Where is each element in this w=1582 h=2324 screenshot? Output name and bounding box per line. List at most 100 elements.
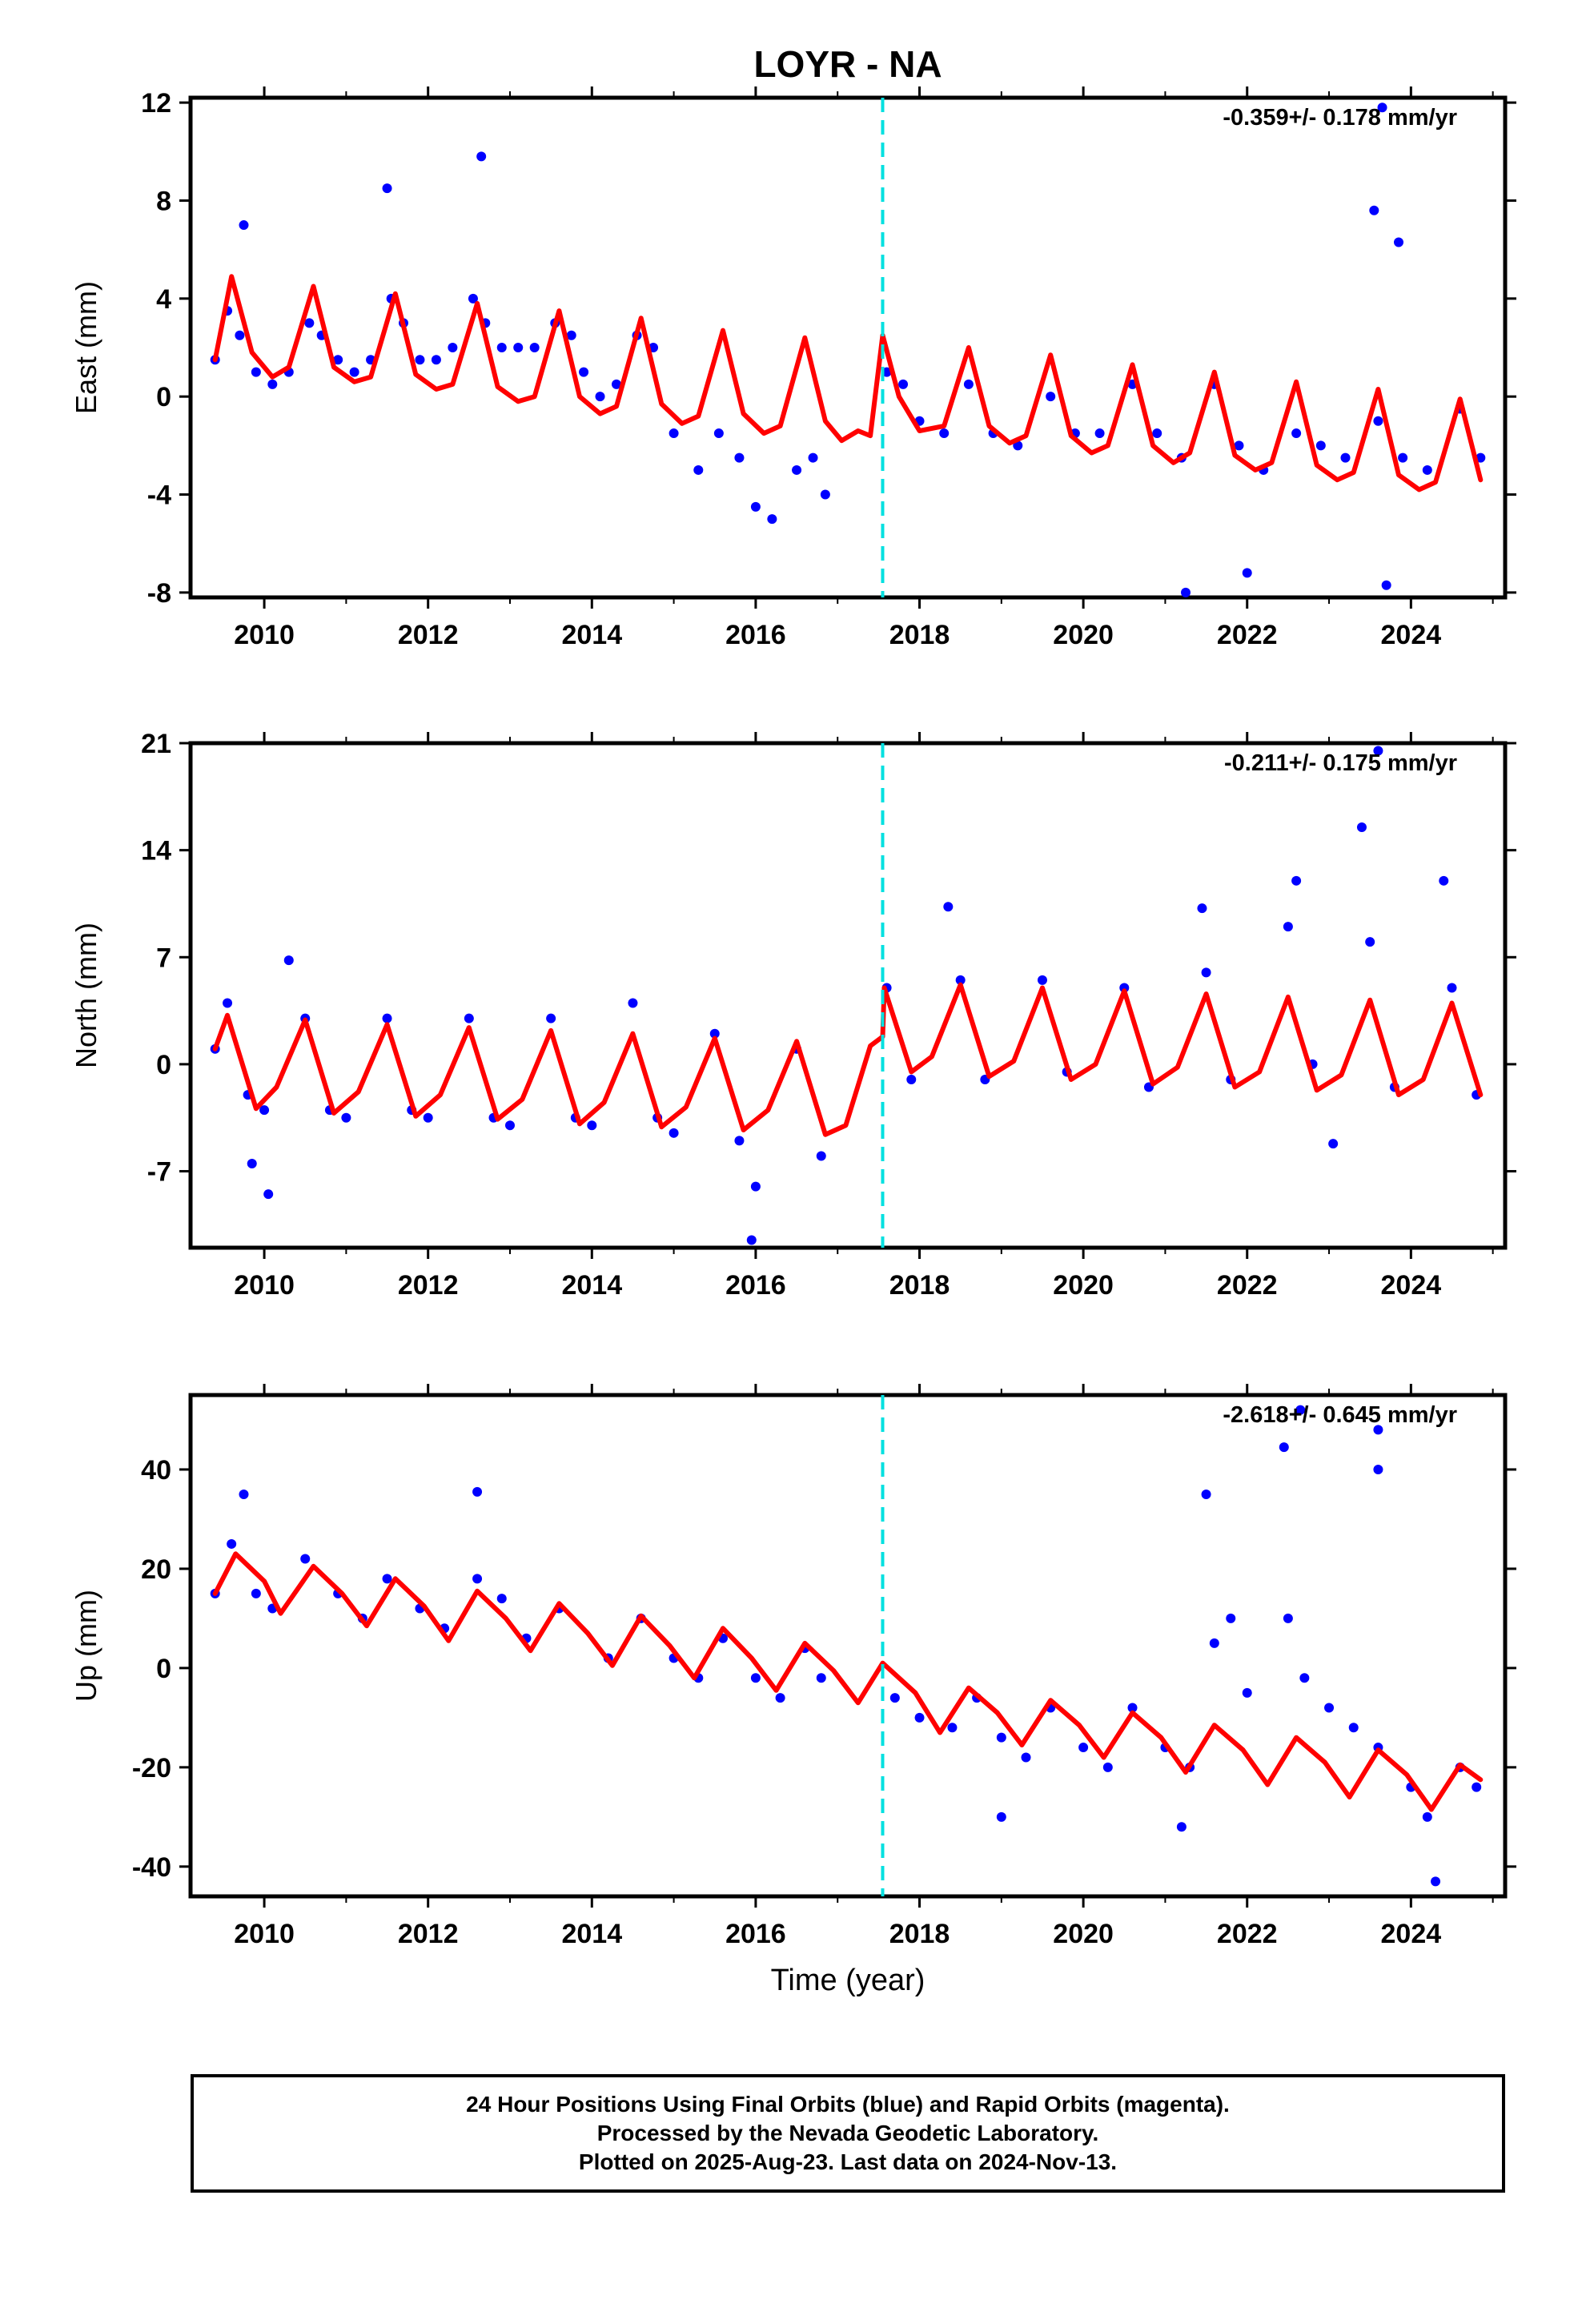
east-model-curve [212, 274, 1484, 493]
north-x-tick-label: 2010 [234, 1270, 295, 1301]
north-data-point [1439, 875, 1449, 886]
east-data-point [1476, 452, 1486, 463]
east-data-point [820, 489, 830, 500]
up-data-point [1021, 1752, 1031, 1763]
up-data-point [996, 1811, 1006, 1822]
caption-line-3: Plotted on 2025-Aug-23. Last data on 202… [578, 2149, 1118, 2174]
east-data-point [693, 464, 704, 475]
east-data-point [239, 220, 249, 231]
east-data-point [349, 367, 359, 377]
north-data-point [1119, 983, 1130, 993]
up-data-point [816, 1673, 826, 1683]
north-y-tick-label: -7 [147, 1157, 171, 1188]
up-data-point [1102, 1762, 1113, 1772]
north-data-point [906, 1075, 917, 1084]
east-data-point [767, 514, 777, 525]
up-data-point [775, 1693, 785, 1703]
east-data-point [476, 151, 487, 162]
north-data-point [341, 1112, 351, 1123]
east-data-point [1369, 205, 1379, 215]
east-data-point [734, 452, 745, 463]
north-data-point [263, 1189, 274, 1200]
north-data-point [709, 1028, 720, 1039]
panel-north: 2010 2012 2014 2016 2018 2020 2022 2024 -7 0 7 14 21… [70, 729, 1516, 1301]
north-data-point [247, 1159, 257, 1168]
north-data-point [259, 1105, 270, 1116]
north-data-layer [210, 746, 1484, 1245]
east-data-point [1394, 237, 1404, 247]
up-data-point [1078, 1743, 1089, 1753]
east-data-point [808, 452, 818, 463]
east-data-point [1152, 428, 1162, 439]
east-data-point [669, 428, 679, 439]
north-data-point [1328, 1139, 1339, 1149]
up-data-point [1226, 1613, 1236, 1623]
up-data-point [1176, 1822, 1186, 1832]
up-x-tick-label: 2016 [725, 1919, 786, 1949]
up-data-point [1295, 1405, 1306, 1415]
east-data-point [431, 355, 441, 365]
up-data-point [1279, 1442, 1289, 1453]
east-x-tick-label: 2014 [561, 620, 622, 650]
north-x-tick-label: 2020 [1053, 1270, 1114, 1301]
east-y-tick-label: -8 [147, 578, 171, 609]
east-data-point [235, 330, 245, 340]
north-x-tick-label: 2016 [725, 1270, 786, 1301]
up-data-point [1324, 1703, 1335, 1713]
up-data-point [251, 1588, 261, 1598]
up-y-tick-label: 0 [156, 1654, 171, 1684]
north-data-point [1291, 875, 1302, 886]
up-plot-frame [188, 1393, 1508, 1899]
east-x-tick-label: 2010 [234, 620, 295, 650]
east-x-tick-label: 2020 [1053, 620, 1114, 650]
up-data-point [1348, 1723, 1359, 1733]
chart-title: LOYR - NA [753, 43, 942, 85]
north-rate-label: -0.211+/- 0.175 mm/yr [1224, 750, 1457, 776]
east-data-point [1340, 452, 1351, 463]
east-data-point [566, 330, 576, 340]
east-data-layer [210, 103, 1486, 597]
north-data-point [1201, 967, 1211, 978]
east-data-point [1234, 440, 1244, 451]
up-y-tick-label: 40 [141, 1455, 171, 1486]
east-x-tick-label: 2024 [1381, 620, 1442, 650]
east-x-tick-label: 2018 [889, 620, 950, 650]
north-y-axis-label: North (mm) [70, 923, 102, 1068]
north-data-point [382, 1013, 392, 1023]
north-x-tick-label: 2014 [561, 1270, 622, 1301]
up-data-point [750, 1673, 761, 1683]
north-data-point [746, 1235, 757, 1245]
north-x-tick-label: 2024 [1381, 1270, 1442, 1301]
east-data-point [939, 428, 950, 439]
north-data-point [750, 1181, 761, 1192]
east-data-point [1094, 428, 1105, 439]
north-x-tick-label: 2022 [1217, 1270, 1278, 1301]
east-data-point [579, 367, 589, 377]
up-data-point [1127, 1703, 1138, 1713]
east-data-point [1046, 392, 1056, 402]
east-data-point [898, 379, 909, 389]
east-data-point [468, 293, 478, 304]
east-data-point [513, 343, 524, 352]
north-data-point [1373, 746, 1383, 756]
north-data-point [943, 902, 954, 912]
east-data-point [304, 318, 315, 328]
up-data-point [227, 1538, 237, 1549]
north-data-point [1283, 922, 1293, 932]
up-data-point [889, 1693, 900, 1703]
east-data-point [1398, 452, 1408, 463]
east-data-point [415, 355, 425, 365]
x-axis-label: Time (year) [771, 1964, 926, 1997]
up-data-point [1299, 1673, 1310, 1683]
up-data-point [1373, 1425, 1383, 1435]
east-data-point [713, 428, 724, 439]
east-y-axis-label: East (mm) [70, 281, 102, 414]
east-data-point [496, 343, 507, 352]
up-x-tick-label: 2012 [398, 1919, 459, 1949]
east-rate-label: -0.359+/- 0.178 mm/yr [1223, 105, 1457, 131]
up-data-point [1201, 1489, 1211, 1499]
up-x-tick-label: 2018 [889, 1919, 950, 1949]
up-rate-label: -2.618+/- 0.645 mm/yr [1223, 1402, 1457, 1428]
north-data-point [955, 975, 966, 985]
north-data-point [1365, 937, 1375, 947]
